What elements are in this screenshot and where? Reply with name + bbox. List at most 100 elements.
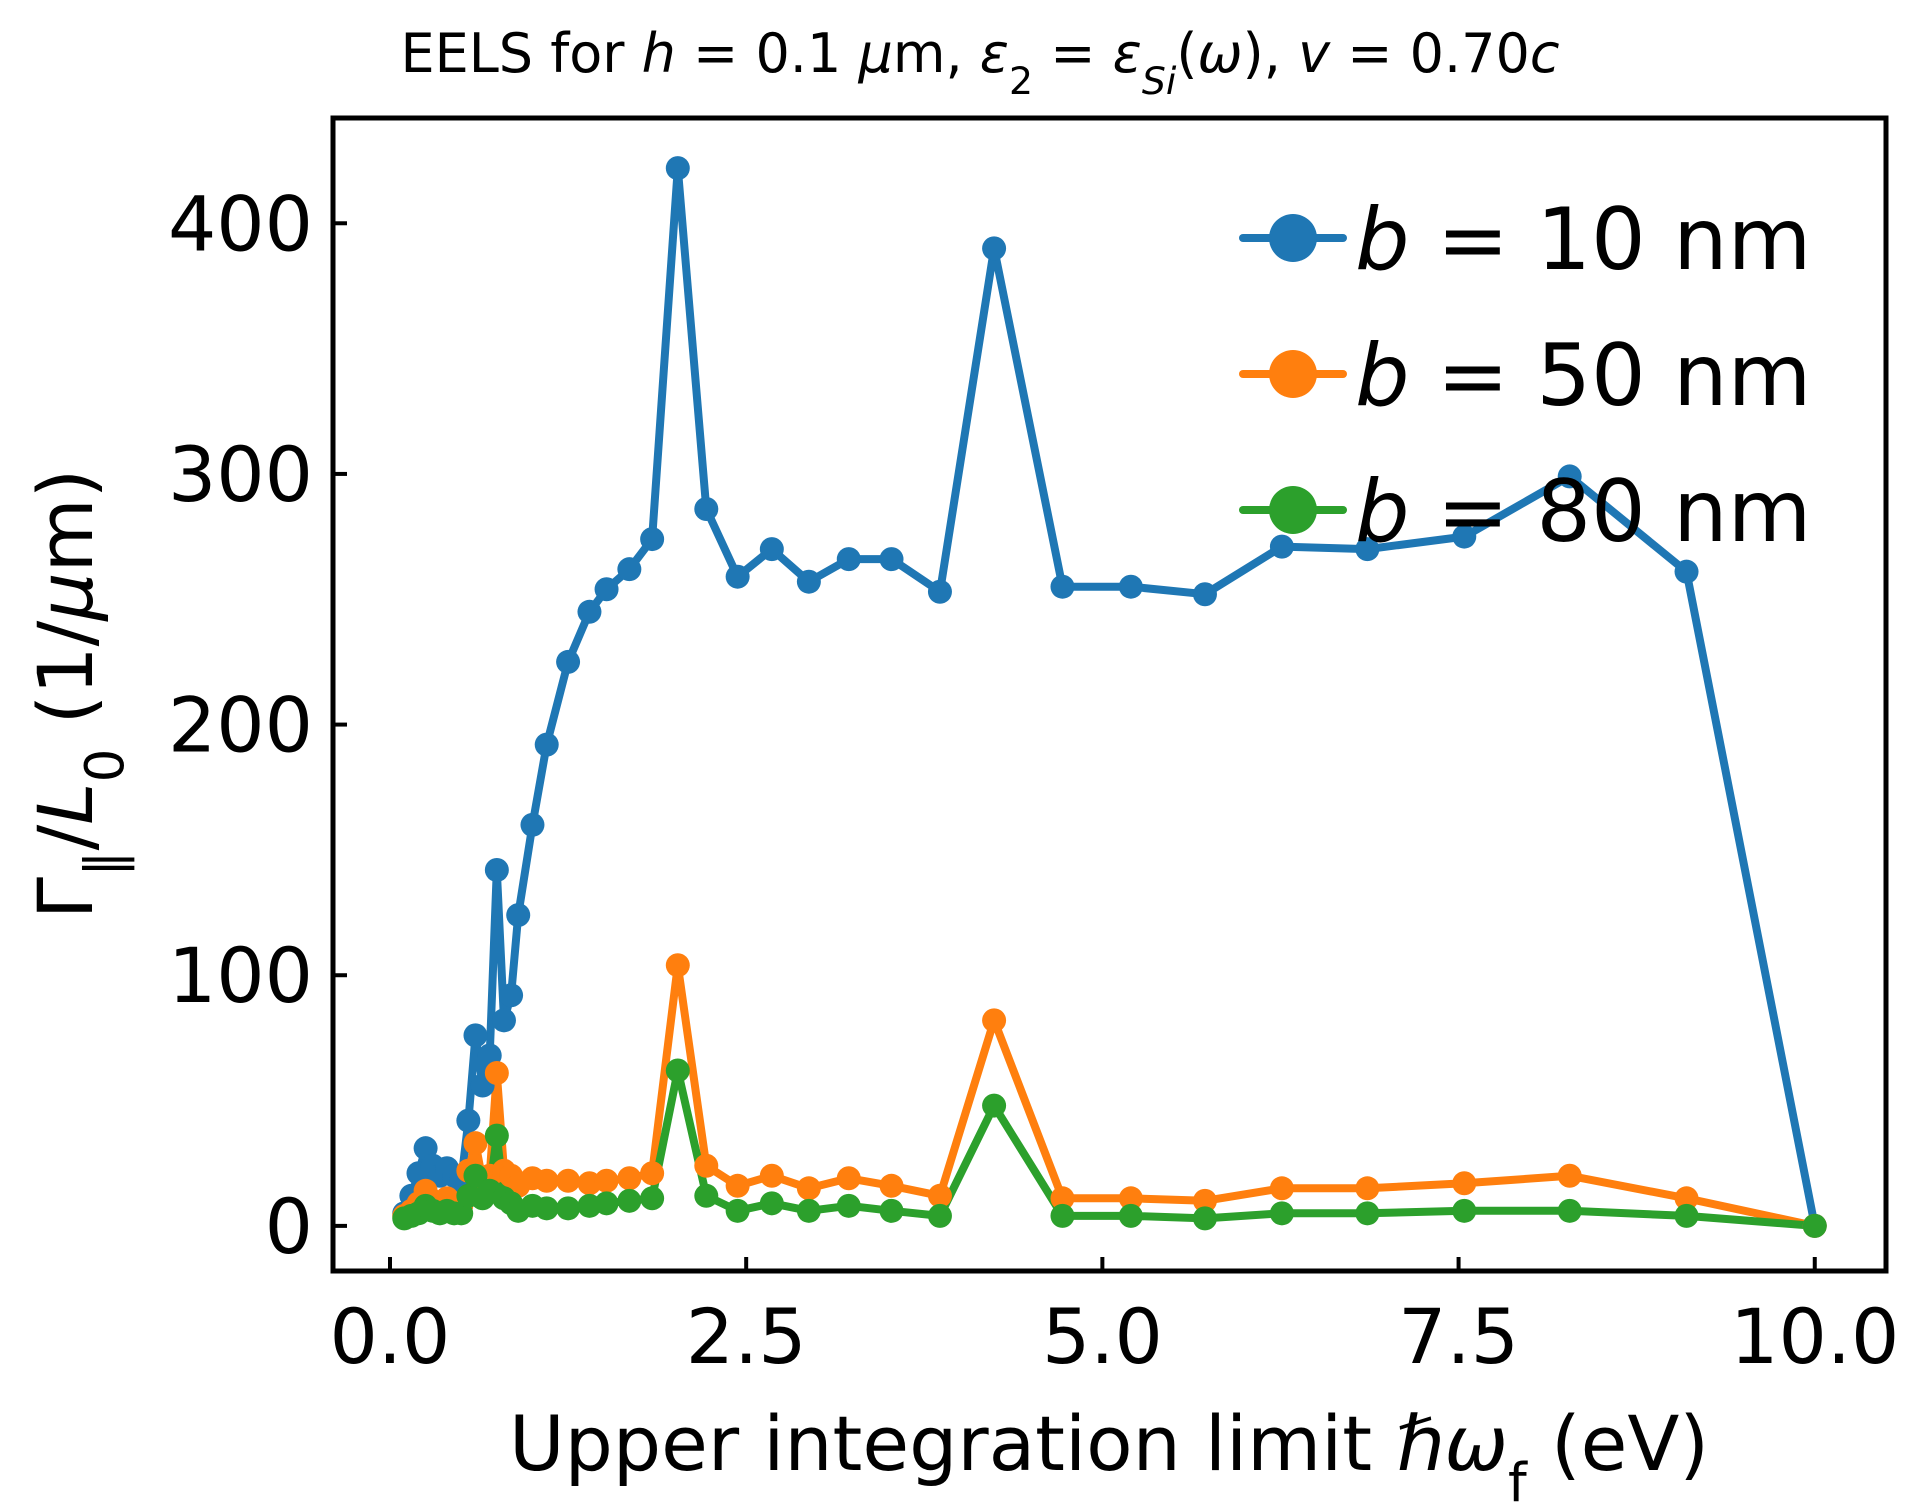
data-point — [594, 577, 619, 602]
data-point — [1355, 1176, 1380, 1201]
legend-label: b = 10 nm — [1355, 190, 1811, 290]
data-point — [725, 1173, 750, 1198]
data-point — [1118, 574, 1143, 599]
data-point — [640, 1186, 665, 1211]
data-point — [1269, 1201, 1294, 1226]
data-point — [759, 1163, 784, 1188]
data-point — [556, 1168, 581, 1193]
data-point — [1192, 582, 1217, 607]
data-point — [1355, 1201, 1380, 1226]
data-point — [796, 1198, 821, 1223]
data-point — [463, 1163, 488, 1188]
data-point — [927, 579, 952, 604]
legend: b = 10 nm b = 50 nm b = 80 nm — [1239, 190, 1811, 562]
legend-marker — [1269, 350, 1317, 398]
data-point — [665, 953, 690, 978]
data-point — [463, 1131, 488, 1156]
data-point — [1269, 534, 1294, 559]
data-point — [1355, 537, 1380, 562]
y-tick-label: 200 — [168, 681, 313, 770]
data-point — [982, 1093, 1007, 1118]
legend-marker — [1269, 214, 1317, 262]
data-point — [534, 732, 559, 757]
legend-label: b = 80 nm — [1355, 462, 1811, 562]
legend-marker — [1269, 486, 1317, 534]
data-point — [1269, 1176, 1294, 1201]
data-point — [982, 236, 1007, 261]
data-point — [694, 1153, 719, 1178]
data-point — [484, 1060, 509, 1085]
data-point — [484, 857, 509, 882]
data-point — [927, 1183, 952, 1208]
data-point — [1118, 1186, 1143, 1211]
data-point — [982, 1008, 1007, 1033]
data-point — [1557, 1198, 1582, 1223]
data-point — [534, 1196, 559, 1221]
x-tick-label: 0.0 — [330, 1292, 451, 1381]
data-point — [1674, 1203, 1699, 1228]
data-point — [617, 557, 642, 582]
data-point — [836, 1166, 861, 1191]
data-point — [694, 1183, 719, 1208]
data-point — [1192, 1206, 1217, 1231]
data-point — [694, 497, 719, 522]
data-point — [1674, 1186, 1699, 1211]
data-point — [836, 547, 861, 572]
x-tick-label: 2.5 — [686, 1292, 807, 1381]
data-point — [617, 1188, 642, 1213]
y-tick-label: 300 — [168, 430, 313, 519]
data-point — [796, 569, 821, 594]
plot-frame — [330, 115, 1889, 1274]
data-point — [1674, 559, 1699, 584]
data-point — [556, 1196, 581, 1221]
x-axis-label: Upper integration limit ℏωf (eV) — [509, 1399, 1709, 1502]
data-point — [1192, 1188, 1217, 1213]
y-axis-label: Γ∥/L0 (1/μm) — [21, 469, 136, 920]
data-point — [1452, 1198, 1477, 1223]
data-point — [1557, 464, 1582, 489]
x-tick-label: 7.5 — [1398, 1292, 1519, 1381]
data-point — [836, 1193, 861, 1218]
x-tick-label: 5.0 — [1042, 1292, 1163, 1381]
data-point — [534, 1168, 559, 1193]
data-point — [556, 649, 581, 674]
data-point — [520, 812, 545, 837]
y-tick-label: 400 — [168, 179, 313, 268]
x-tick-label: 10.0 — [1730, 1292, 1899, 1381]
data-point — [491, 1008, 516, 1033]
data-point — [665, 156, 690, 181]
plot-points — [392, 156, 1827, 1238]
y-axis-ticks: 0 100 200 300 400 — [168, 179, 347, 1271]
data-point — [796, 1176, 821, 1201]
data-point — [665, 1058, 690, 1083]
chart-title: EELS for h = 0.1 μm, ε2 = εSi(ω), v = 0.… — [400, 22, 1559, 103]
data-point — [617, 1166, 642, 1191]
y-tick-label: 100 — [168, 931, 313, 1020]
data-point — [879, 1173, 904, 1198]
y-tick-label: 0 — [265, 1182, 313, 1271]
data-point — [1050, 1203, 1075, 1228]
data-point — [1118, 1203, 1143, 1228]
data-point — [725, 564, 750, 589]
data-point — [506, 903, 531, 928]
legend-label: b = 50 nm — [1355, 326, 1811, 426]
data-point — [499, 983, 524, 1008]
data-point — [484, 1123, 509, 1148]
x-axis-ticks: 0.0 2.5 5.0 7.5 10.0 — [330, 1257, 1899, 1381]
data-point — [456, 1108, 481, 1133]
data-point — [725, 1198, 750, 1223]
data-point — [1452, 524, 1477, 549]
data-point — [640, 527, 665, 552]
data-point — [594, 1191, 619, 1216]
data-point — [1557, 1163, 1582, 1188]
data-point — [879, 547, 904, 572]
data-point — [1050, 574, 1075, 599]
data-point — [759, 537, 784, 562]
data-point — [594, 1168, 619, 1193]
data-point — [759, 1191, 784, 1216]
data-point — [1452, 1171, 1477, 1196]
data-point — [927, 1203, 952, 1228]
data-point — [1802, 1213, 1827, 1238]
